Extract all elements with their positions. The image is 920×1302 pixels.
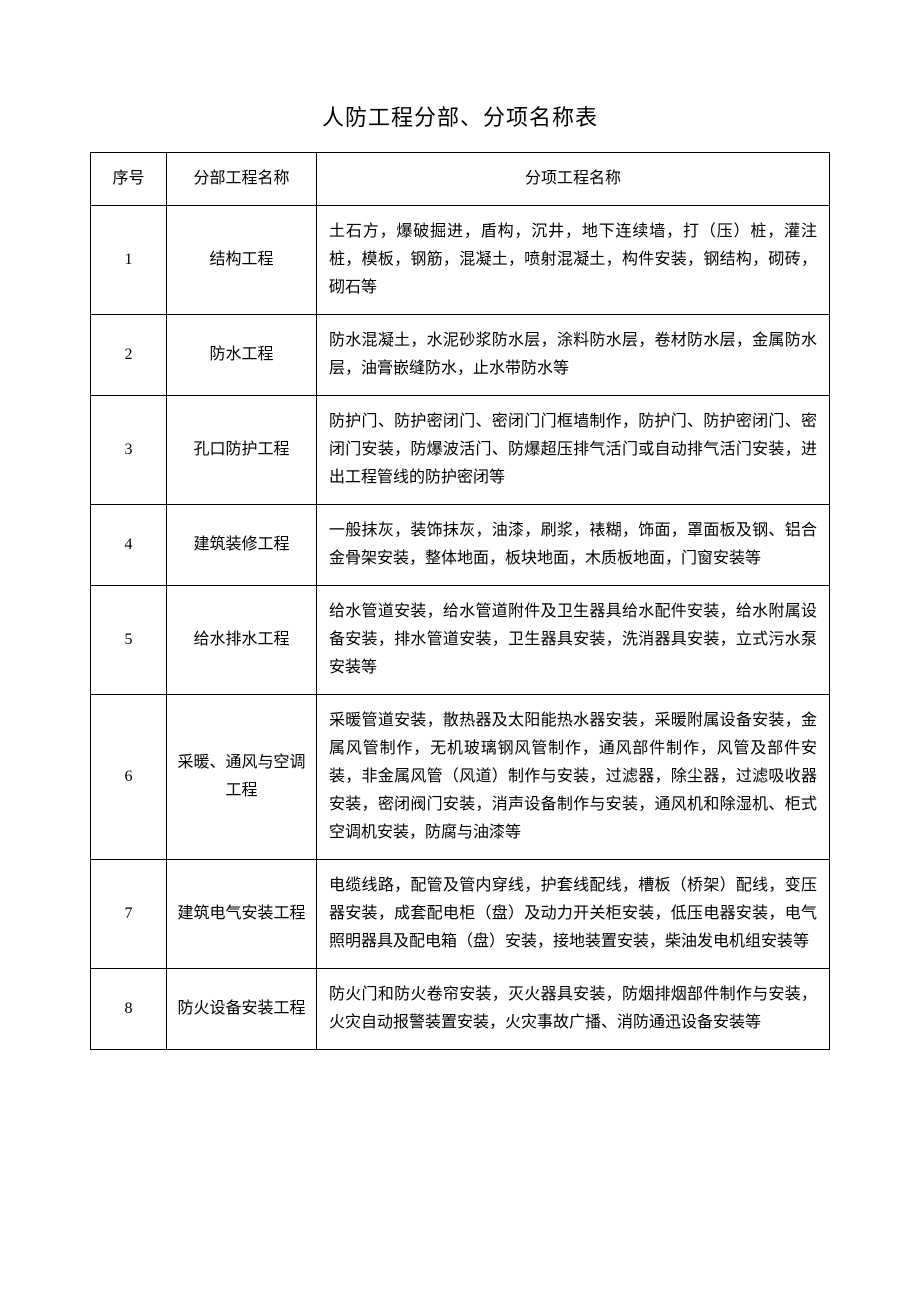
page-title: 人防工程分部、分项名称表: [90, 100, 830, 132]
table-row: 7 建筑电气安装工程 电缆线路，配管及管内穿线，护套线配线，槽板（桥架）配线，变…: [91, 860, 830, 969]
table-row: 1 结构工程 土石方，爆破掘进，盾构，沉井，地下连续墙，打（压）桩，灌注桩，模板…: [91, 206, 830, 315]
header-item: 分项工程名称: [317, 153, 830, 206]
cell-num: 2: [91, 315, 167, 396]
cell-num: 5: [91, 586, 167, 695]
cell-num: 4: [91, 505, 167, 586]
cell-num: 8: [91, 969, 167, 1050]
cell-num: 7: [91, 860, 167, 969]
cell-section: 建筑装修工程: [167, 505, 317, 586]
table-row: 2 防水工程 防水混凝土，水泥砂浆防水层，涂料防水层，卷材防水层，金属防水层，油…: [91, 315, 830, 396]
cell-item: 防水混凝土，水泥砂浆防水层，涂料防水层，卷材防水层，金属防水层，油膏嵌缝防水，止…: [317, 315, 830, 396]
cell-section: 防水工程: [167, 315, 317, 396]
header-section: 分部工程名称: [167, 153, 317, 206]
table-row: 4 建筑装修工程 一般抹灰，装饰抹灰，油漆，刷浆，裱糊，饰面，罩面板及钢、铝合金…: [91, 505, 830, 586]
cell-section: 结构工程: [167, 206, 317, 315]
table-row: 8 防火设备安装工程 防火门和防火卷帘安装，灭火器具安装，防烟排烟部件制作与安装…: [91, 969, 830, 1050]
cell-item: 电缆线路，配管及管内穿线，护套线配线，槽板（桥架）配线，变压器安装，成套配电柜（…: [317, 860, 830, 969]
table-row: 6 采暖、通风与空调工程 采暖管道安装，散热器及太阳能热水器安装，采暖附属设备安…: [91, 695, 830, 860]
cell-section: 给水排水工程: [167, 586, 317, 695]
cell-item: 一般抹灰，装饰抹灰，油漆，刷浆，裱糊，饰面，罩面板及钢、铝合金骨架安装，整体地面…: [317, 505, 830, 586]
cell-item: 给水管道安装，给水管道附件及卫生器具给水配件安装，给水附属设备安装，排水管道安装…: [317, 586, 830, 695]
cell-item: 防火门和防火卷帘安装，灭火器具安装，防烟排烟部件制作与安装，火灾自动报警装置安装…: [317, 969, 830, 1050]
cell-item: 土石方，爆破掘进，盾构，沉井，地下连续墙，打（压）桩，灌注桩，模板，钢筋，混凝土…: [317, 206, 830, 315]
table-header-row: 序号 分部工程名称 分项工程名称: [91, 153, 830, 206]
table-row: 3 孔口防护工程 防护门、防护密闭门、密闭门门框墙制作，防护门、防护密闭门、密闭…: [91, 396, 830, 505]
cell-section: 防火设备安装工程: [167, 969, 317, 1050]
cell-section: 采暖、通风与空调工程: [167, 695, 317, 860]
engineering-table: 序号 分部工程名称 分项工程名称 1 结构工程 土石方，爆破掘进，盾构，沉井，地…: [90, 152, 830, 1050]
cell-item: 采暖管道安装，散热器及太阳能热水器安装，采暖附属设备安装，金属风管制作，无机玻璃…: [317, 695, 830, 860]
cell-num: 1: [91, 206, 167, 315]
cell-section: 孔口防护工程: [167, 396, 317, 505]
cell-num: 3: [91, 396, 167, 505]
cell-item: 防护门、防护密闭门、密闭门门框墙制作，防护门、防护密闭门、密闭门安装，防爆波活门…: [317, 396, 830, 505]
cell-section: 建筑电气安装工程: [167, 860, 317, 969]
cell-num: 6: [91, 695, 167, 860]
table-row: 5 给水排水工程 给水管道安装，给水管道附件及卫生器具给水配件安装，给水附属设备…: [91, 586, 830, 695]
header-num: 序号: [91, 153, 167, 206]
